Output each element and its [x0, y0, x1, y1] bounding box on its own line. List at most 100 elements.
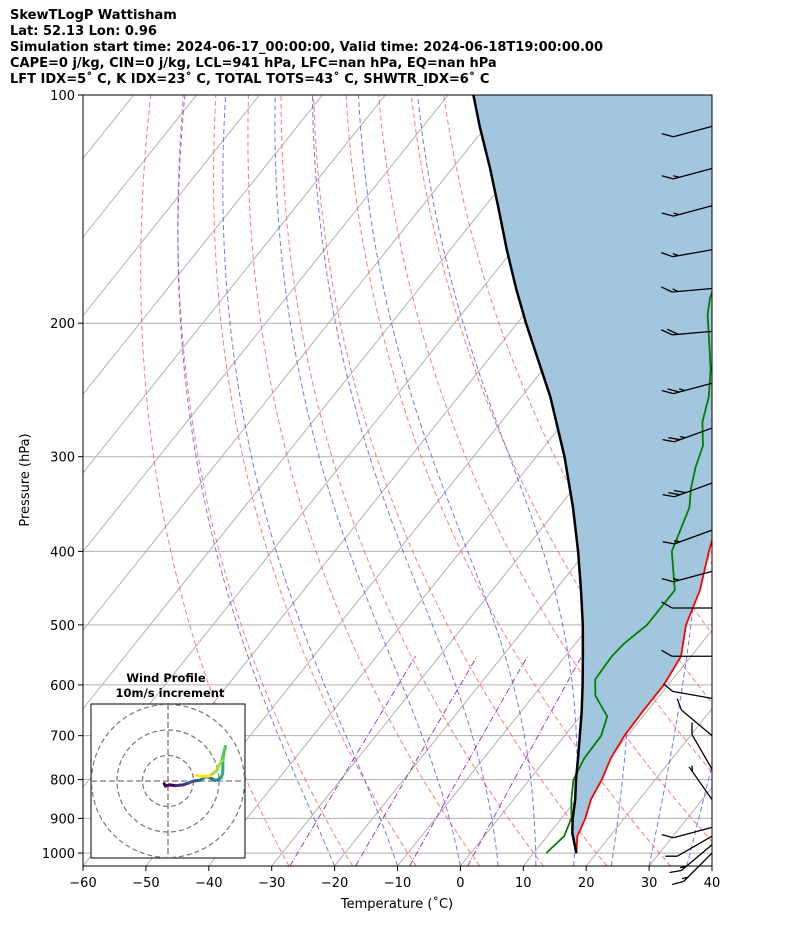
dry-adiabat-line — [378, 95, 712, 843]
dry-adiabat-line — [703, 95, 712, 117]
y-tick-label: 200 — [50, 317, 75, 332]
wind-barb-flag — [661, 601, 673, 609]
wind-barb-half-flag — [674, 540, 681, 543]
wind-barb-flag — [662, 439, 675, 443]
moist-adiabat-line — [417, 95, 578, 866]
cape-shading — [473, 95, 712, 854]
wind-barb — [661, 382, 713, 395]
wind-barb — [688, 765, 713, 800]
wind-barb-staff — [673, 570, 713, 583]
profile-lines — [472, 95, 712, 854]
x-tick-label: 10 — [515, 876, 532, 891]
wind-barb-staff — [672, 690, 713, 699]
wind-barb — [661, 570, 713, 583]
wind-barb-half-flag — [681, 876, 689, 880]
y-tick-label: 800 — [50, 774, 75, 789]
title-times: Simulation start time: 2024-06-17_00:00:… — [10, 40, 603, 55]
wind-barb-half-flag — [691, 765, 694, 772]
isotherm-line — [83, 95, 575, 710]
x-axis-label: Temperature (˚C) — [340, 896, 453, 912]
temperature-line — [575, 537, 712, 854]
dry-adiabat-line — [280, 95, 544, 866]
wind-barb-staff — [672, 249, 713, 258]
isotherm-line — [83, 95, 197, 238]
moist-adiabat-line — [358, 95, 537, 866]
dry-adiabat-line — [769, 95, 794, 866]
chart-title-block: SkewTLogP Wattisham Lat: 52.13 Lon: 0.96… — [10, 8, 603, 88]
wind-barb — [676, 698, 713, 737]
wind-barb-staff — [673, 205, 713, 217]
wind-barb-flag — [662, 683, 674, 692]
dry-adiabat-line — [247, 95, 481, 866]
wind-barb-flag — [668, 491, 681, 496]
wind-barb-staff — [674, 482, 713, 498]
mixing-ratio-line — [355, 656, 478, 866]
dewpoint-line — [545, 290, 712, 854]
isotherm-line — [585, 707, 712, 866]
wind-barb-staff — [674, 529, 713, 545]
dry-adiabat-line — [313, 95, 608, 866]
wind-barb-staff — [674, 427, 713, 443]
wind-barb-flag — [673, 489, 686, 494]
wind-barb-flag — [661, 649, 673, 657]
wind-barb — [661, 125, 713, 138]
wind-barb-flag — [667, 388, 680, 393]
wind-barb-staff — [672, 330, 713, 336]
y-tick-label: 1000 — [42, 847, 75, 862]
axes: −60 −50 −40 −30 −20 −10 0 10 20 30 40 100 200 300 400 5… — [42, 89, 720, 891]
wind-barb-flag — [661, 212, 674, 217]
wind-barb-half-flag — [673, 212, 680, 216]
wind-profile-inset: Wind Profile 10m/s increment — [90, 671, 246, 859]
y-tick-label: 300 — [50, 451, 75, 466]
moist-adiabat-line — [177, 95, 336, 866]
x-tick-label: 30 — [641, 876, 658, 891]
isotherm-line — [83, 95, 260, 317]
wind-barb-flag — [669, 869, 682, 874]
wind-barb-staff — [683, 852, 713, 882]
dry-adiabat-line — [177, 95, 354, 866]
inset-title: Wind Profile — [126, 671, 206, 685]
wind-barb — [671, 852, 713, 886]
wind-barb-flag — [661, 834, 674, 839]
wind-barb-flag — [666, 328, 679, 335]
wind-barb-staff — [673, 826, 713, 839]
wind-barb — [661, 205, 713, 217]
wind-barb-staff — [680, 709, 713, 737]
title-indices-1: CAPE=0 j/kg, CIN=0 j/kg, LCL=941 hPa, LF… — [10, 56, 497, 71]
y-tick-label: 700 — [50, 730, 75, 745]
wind-barb-flag — [676, 698, 682, 711]
wind-barb — [661, 286, 713, 293]
wind-barb-half-flag — [672, 252, 679, 257]
parcel-profile-line — [472, 95, 585, 854]
wind-barb — [661, 649, 712, 657]
wind-barb-flag — [671, 880, 684, 886]
dry-adiabat-line — [140, 95, 290, 866]
wind-barb-flag — [661, 286, 673, 293]
wind-barb — [662, 683, 713, 699]
wind-barb-half-flag — [679, 435, 686, 439]
wind-barb — [661, 249, 713, 258]
wind-barb-flag — [661, 251, 673, 258]
wind-barb — [661, 601, 712, 609]
wind-barb-flag — [661, 329, 673, 336]
wind-barb — [665, 835, 713, 857]
wind-barb — [661, 328, 713, 336]
moist-adiabat-line — [222, 95, 398, 866]
wind-barb-flag — [668, 436, 681, 441]
y-axis-label: Pressure (hPa) — [18, 433, 33, 526]
isotherm-line — [775, 95, 794, 866]
x-tick-label: −40 — [195, 876, 222, 891]
wind-barb — [662, 482, 713, 498]
y-tick-label: 600 — [50, 679, 75, 694]
wind-barb-staff — [691, 734, 713, 770]
inset-subtitle: 10m/s increment — [116, 686, 225, 700]
isotherm-line — [83, 95, 512, 631]
wind-barb — [691, 722, 713, 770]
wind-barb-flag — [662, 494, 675, 498]
y-tick-label: 400 — [50, 545, 75, 560]
dry-adiabat-line — [345, 95, 671, 866]
wind-barb-staff — [673, 382, 713, 395]
x-tick-label: −10 — [384, 876, 411, 891]
hodograph-segment — [214, 759, 224, 773]
